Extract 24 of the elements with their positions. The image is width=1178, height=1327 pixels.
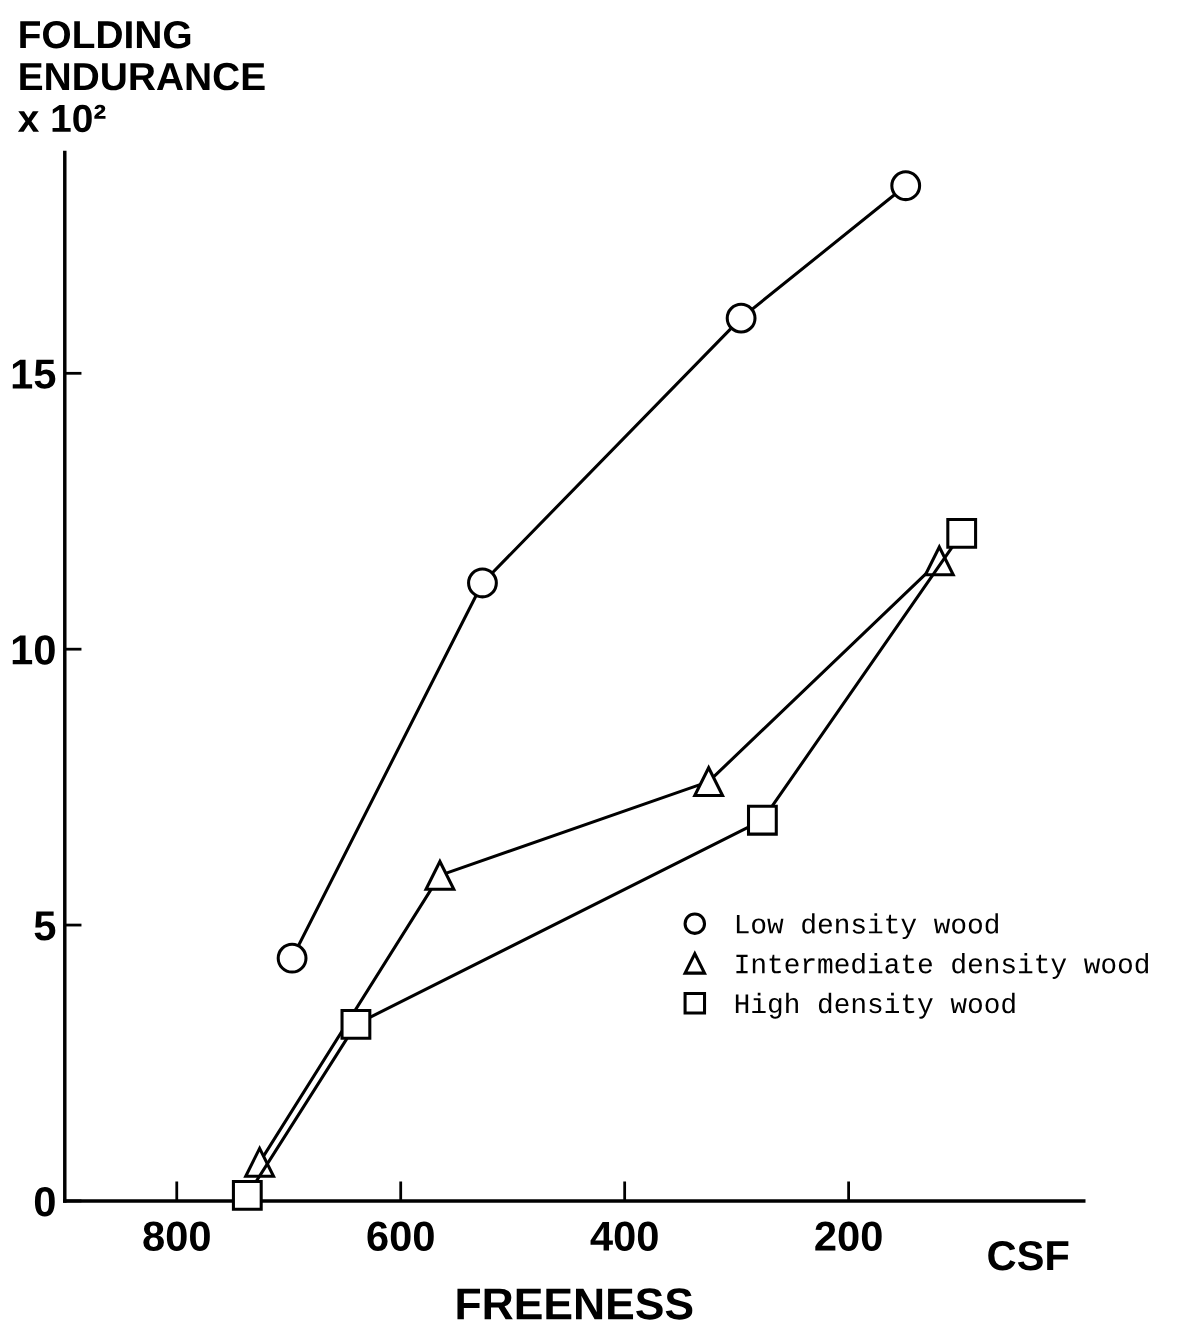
y-tick-label: 10 xyxy=(12,635,55,665)
point xyxy=(890,170,922,202)
point xyxy=(693,766,725,798)
point xyxy=(276,942,308,974)
legend-label: Low density wood xyxy=(736,913,998,940)
y-tick-label: 0 xyxy=(34,1186,55,1217)
point xyxy=(231,1180,263,1211)
x-tick-label: 600 xyxy=(367,1221,434,1251)
point xyxy=(725,302,757,334)
y-axis-title: FOLDING ENDURANCE x 10² xyxy=(17,20,265,133)
point xyxy=(340,1008,372,1040)
legend-label: High density wood xyxy=(735,992,1015,1019)
point xyxy=(424,859,456,891)
y-tick-label: 5 xyxy=(34,911,56,941)
x-tick-label: 200 xyxy=(815,1221,882,1251)
x-axis-title: FREENESS xyxy=(457,1288,693,1320)
point xyxy=(746,804,778,836)
point xyxy=(467,567,498,599)
text: CSF xyxy=(988,1240,1069,1271)
y-tick-label: 15 xyxy=(12,359,56,389)
point xyxy=(946,517,978,549)
x-tick-label: 800 xyxy=(143,1221,210,1251)
legend-label: Intermediate density wood xyxy=(736,953,1148,979)
x-tick-label: 400 xyxy=(590,1221,658,1251)
